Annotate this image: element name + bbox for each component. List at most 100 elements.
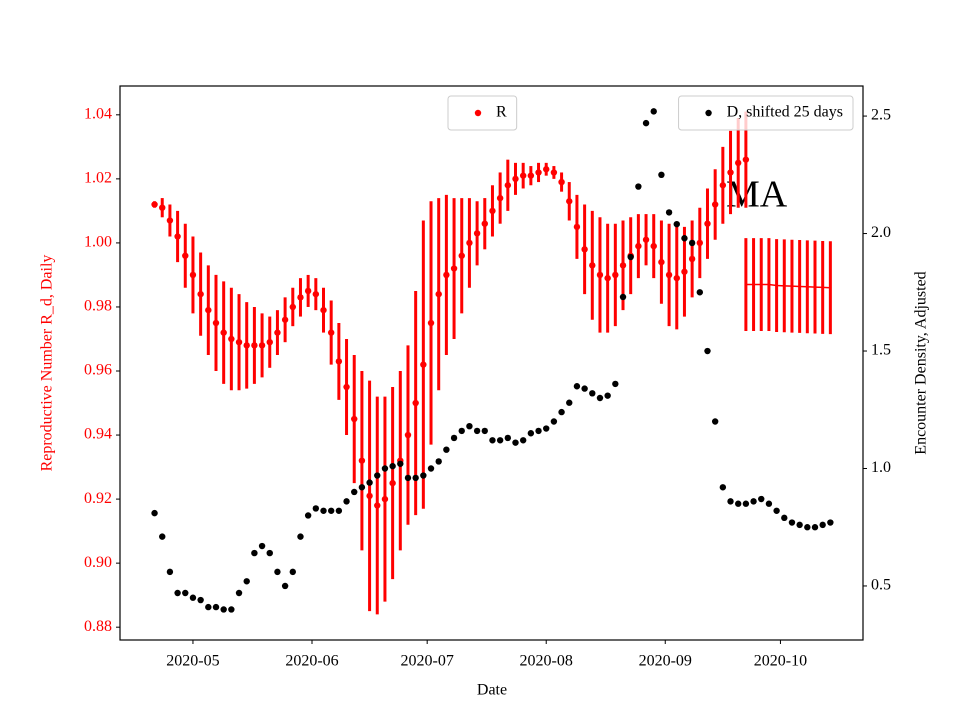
y-tick-label: 0.90 [84,554,112,571]
data-point [665,271,673,279]
data-point [389,479,396,487]
data-point [458,427,465,435]
data-point [519,172,527,179]
data-point [581,246,588,253]
data-point [289,303,296,311]
y-tick-label: 0.92 [84,490,112,507]
data-point [197,290,204,298]
data-point [589,390,596,397]
data-point [696,289,704,296]
data-point [366,479,373,486]
data-point [735,500,742,507]
data-point [581,385,588,392]
data-point [281,582,289,590]
data-point [151,201,158,208]
data-point [189,594,197,601]
data-point [212,603,220,611]
data-point [727,169,734,176]
data-point [742,500,750,507]
data-point [182,252,189,259]
data-point [827,519,834,526]
data-point [711,201,719,208]
data-point [811,524,819,531]
data-point [704,347,711,355]
data-point [327,329,335,336]
data-point [320,507,327,514]
y2-tick-label: 2.5 [871,107,891,124]
data-point [351,415,358,423]
legend-box [678,95,854,131]
data-point [450,265,458,272]
data-point [596,394,604,402]
data-point [343,498,350,505]
data-point [174,233,181,240]
data-point [504,182,512,189]
data-point [589,262,596,269]
data-point [550,169,558,176]
data-point [604,392,611,399]
data-point [274,329,281,336]
data-point [243,342,250,349]
data-point [604,274,611,282]
x-axis-label: Date [477,682,507,699]
data-point [773,507,780,514]
data-point [420,472,427,479]
data-point [504,434,512,442]
data-point [612,380,619,388]
data-point [443,446,450,453]
data-point [381,495,389,503]
data-point [752,283,755,286]
data-point [673,274,680,282]
data-point [258,542,266,550]
data-point [235,338,243,346]
data-point [358,457,366,464]
y-tick-label: 1.00 [84,234,112,251]
data-point [412,399,419,407]
data-point [665,209,673,216]
data-point [735,159,742,167]
x-tick-label: 2020-08 [520,653,573,670]
data-point [228,606,235,613]
data-point [642,236,650,243]
y-tick-label: 0.94 [84,426,112,443]
data-point [297,533,304,540]
data-point [327,507,335,514]
data-point [535,427,542,435]
y-tick-label: 1.04 [84,105,112,122]
data-point [711,418,719,425]
annotation: MA [726,174,788,216]
series-line [745,283,831,289]
data-point [512,439,519,446]
data-point [251,342,258,349]
data-point [727,498,734,505]
data-point [189,271,197,279]
data-point [704,220,711,227]
data-point [404,431,412,439]
data-point [312,505,320,512]
legend: R [447,95,518,131]
data-point [281,316,289,323]
data-point [435,290,442,298]
legend-marker [474,109,482,117]
data-point [297,294,304,301]
data-point [813,285,817,289]
data-point [166,568,174,576]
data-point [535,169,542,176]
data-point [767,283,771,286]
data-point [205,306,212,314]
data-point [658,258,665,266]
legend-label: R [496,104,507,121]
data-point [489,437,496,444]
data-point [558,408,565,416]
y-tick-label: 0.98 [84,298,112,315]
data-point [635,183,642,190]
data-point [205,603,212,611]
y2-tick-label: 0.5 [871,577,891,594]
data-point [658,171,665,179]
data-point [420,361,427,368]
data-point [481,220,488,227]
data-point [473,230,481,237]
y-tick-label: 0.88 [84,618,112,635]
data-point [412,474,419,482]
data-point [796,521,803,529]
